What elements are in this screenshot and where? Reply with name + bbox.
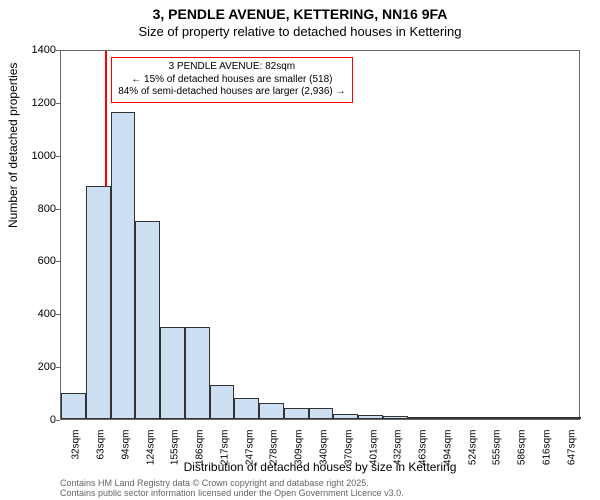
x-tick-label: 647sqm [566, 430, 577, 466]
y-tick-mark [56, 209, 60, 210]
histogram-bar [135, 221, 160, 419]
x-tick-label: 340sqm [319, 430, 330, 466]
histogram-bar [111, 112, 136, 419]
x-tick-label: 247sqm [244, 430, 255, 466]
x-tick-label: 217sqm [219, 430, 230, 466]
y-tick-label: 200 [38, 361, 56, 373]
y-axis-label: Number of detached properties [6, 63, 20, 228]
y-tick-label: 400 [38, 308, 56, 320]
x-tick-label: 94sqm [120, 430, 131, 460]
y-tick-mark [56, 156, 60, 157]
y-tick-mark [56, 314, 60, 315]
y-tick-label: 600 [38, 255, 56, 267]
histogram-bar [482, 417, 507, 419]
x-tick-label: 463sqm [418, 430, 429, 466]
annotation-box: 3 PENDLE AVENUE: 82sqm ← 15% of detached… [111, 57, 352, 103]
histogram-bar [507, 417, 532, 419]
histogram-bar [333, 414, 358, 419]
histogram-bar [556, 417, 581, 419]
annotation-line-2: ← 15% of detached houses are smaller (51… [118, 74, 345, 87]
histogram-bar [160, 327, 185, 420]
histogram-bar [259, 403, 284, 419]
y-tick-label: 1000 [32, 150, 56, 162]
x-tick-label: 309sqm [294, 430, 305, 466]
x-tick-label: 124sqm [145, 430, 156, 466]
x-tick-label: 524sqm [467, 430, 478, 466]
footer-line-1: Contains HM Land Registry data © Crown c… [60, 478, 404, 488]
histogram-bar [457, 417, 482, 419]
histogram-bar [358, 415, 383, 419]
histogram-bar [432, 417, 457, 419]
x-tick-label: 586sqm [517, 430, 528, 466]
histogram-bar [86, 186, 111, 419]
y-tick-label: 1200 [32, 97, 56, 109]
y-tick-mark [56, 367, 60, 368]
histogram-bar [61, 393, 86, 419]
y-tick-mark [56, 261, 60, 262]
x-tick-label: 432sqm [393, 430, 404, 466]
plot-area: 3 PENDLE AVENUE: 82sqm ← 15% of detached… [60, 50, 580, 420]
x-tick-label: 401sqm [368, 430, 379, 466]
x-tick-label: 370sqm [343, 430, 354, 466]
x-tick-label: 278sqm [269, 430, 280, 466]
y-tick-mark [56, 50, 60, 51]
y-tick-mark [56, 420, 60, 421]
x-tick-label: 555sqm [492, 430, 503, 466]
histogram-bar [185, 327, 210, 420]
annotation-line-1: 3 PENDLE AVENUE: 82sqm [118, 61, 345, 74]
histogram-bar [383, 416, 408, 419]
footer-attribution: Contains HM Land Registry data © Crown c… [60, 478, 404, 499]
chart-title: 3, PENDLE AVENUE, KETTERING, NN16 9FA [0, 6, 600, 22]
x-tick-label: 616sqm [541, 430, 552, 466]
footer-line-2: Contains public sector information licen… [60, 488, 404, 498]
histogram-bar [531, 417, 556, 419]
y-tick-label: 1400 [32, 44, 56, 56]
histogram-bar [284, 408, 309, 419]
histogram-bar [210, 385, 235, 419]
histogram-bar [408, 417, 433, 419]
y-tick-label: 800 [38, 203, 56, 215]
histogram-chart: 3, PENDLE AVENUE, KETTERING, NN16 9FA Si… [0, 0, 600, 500]
x-tick-label: 63sqm [96, 430, 107, 460]
annotation-line-3: 84% of semi-detached houses are larger (… [118, 86, 345, 99]
x-tick-label: 494sqm [442, 430, 453, 466]
x-tick-label: 186sqm [195, 430, 206, 466]
x-tick-label: 32sqm [71, 430, 82, 460]
histogram-bar [234, 398, 259, 419]
chart-subtitle: Size of property relative to detached ho… [0, 24, 600, 39]
y-tick-mark [56, 103, 60, 104]
x-tick-label: 155sqm [170, 430, 181, 466]
histogram-bar [309, 408, 334, 419]
